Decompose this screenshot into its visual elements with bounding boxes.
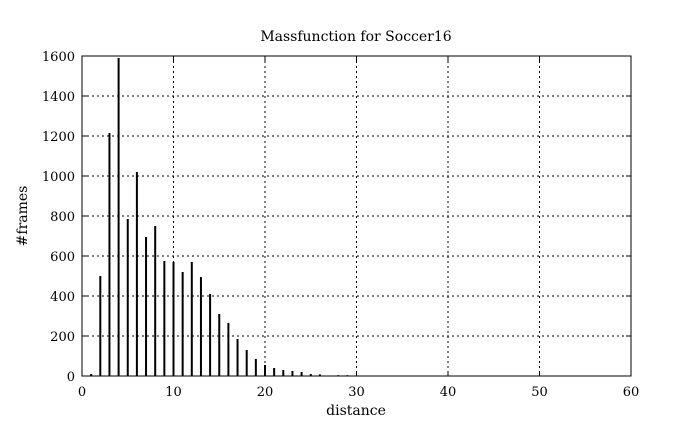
ticks-layer: 0 200 400 600 800 1000 1200 1400 1600 0 10 20 30 40 50… bbox=[42, 50, 639, 400]
y-tick-label: 1200 bbox=[42, 130, 75, 145]
x-tick-label: 30 bbox=[348, 385, 365, 400]
x-tick-label: 20 bbox=[257, 385, 274, 400]
y-tick-label: 1000 bbox=[42, 170, 75, 185]
x-tick-label: 50 bbox=[531, 385, 548, 400]
y-tick-label: 0 bbox=[67, 370, 75, 385]
x-tick-label: 0 bbox=[78, 385, 86, 400]
y-tick-label: 1400 bbox=[42, 90, 75, 105]
y-tick-label: 800 bbox=[50, 210, 75, 225]
y-tick-label: 1600 bbox=[42, 50, 75, 65]
x-tick-label: 60 bbox=[623, 385, 640, 400]
x-tick-label: 10 bbox=[165, 385, 182, 400]
y-axis-label: #frames bbox=[15, 186, 31, 247]
y-tick-label: 200 bbox=[50, 330, 75, 345]
x-axis-label: distance bbox=[326, 403, 386, 419]
x-tick-label: 40 bbox=[440, 385, 457, 400]
chart-title: Massfunction for Soccer16 bbox=[260, 29, 451, 45]
y-tick-label: 600 bbox=[50, 250, 75, 265]
y-tick-label: 400 bbox=[50, 290, 75, 305]
bars-layer bbox=[90, 58, 349, 376]
